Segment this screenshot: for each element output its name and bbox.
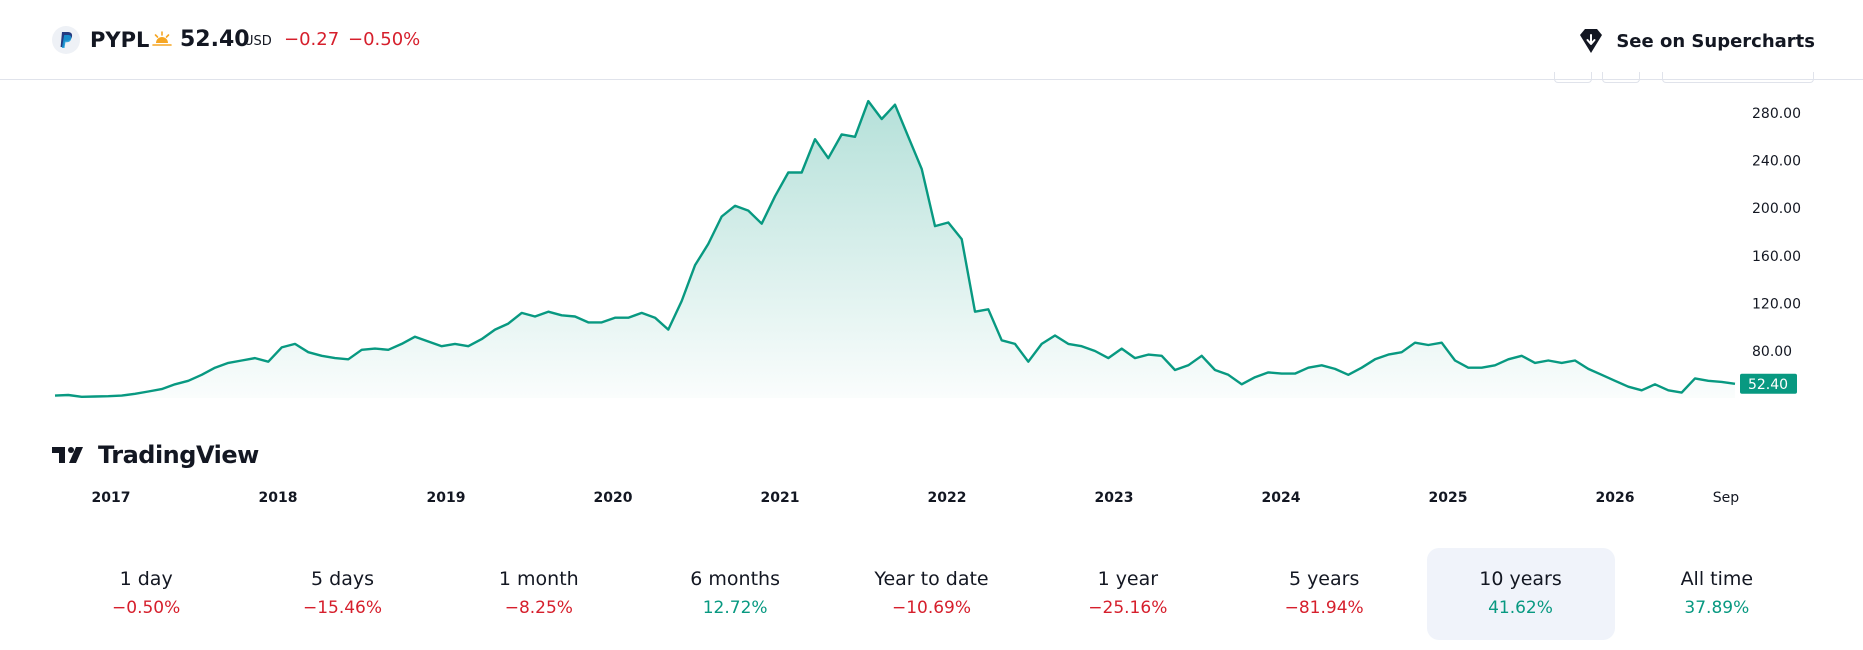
period-change-value: −0.50% [112, 598, 181, 618]
chart-toolbar-button[interactable] [1662, 72, 1814, 83]
period-change-value: 12.72% [702, 598, 768, 618]
y-tick-label: 240.00 [1752, 154, 1801, 170]
period-label: 5 days [311, 568, 374, 590]
performance-periods: 1 day −0.50% 5 days −15.46% 1 month −8.25% 6 m… [48, 548, 1815, 640]
period-button-5-years[interactable]: 5 years −81.94% [1230, 548, 1418, 640]
x-tick-label: Sep [1713, 490, 1740, 506]
sun-icon [152, 31, 172, 46]
period-label: 5 years [1288, 568, 1360, 590]
last-price: 52.40 [180, 27, 250, 52]
y-tick-label: 280.00 [1752, 106, 1801, 122]
period-label: 1 year [1097, 568, 1159, 590]
y-axis: 280.00 240.00 200.00 160.00 120.00 80.00 [1752, 106, 1801, 360]
period-label: Year to date [874, 568, 989, 590]
x-tick-label: 2026 [1596, 490, 1635, 506]
period-label: 1 day [119, 568, 173, 590]
price-change-percent: −0.50% [348, 29, 421, 50]
brand-name: TradingView [98, 441, 259, 469]
x-tick-label: 2019 [427, 490, 466, 506]
period-change-value: −10.69% [891, 598, 972, 618]
last-price-marker: 52.40 [1740, 373, 1797, 394]
see-on-supercharts-button[interactable]: See on Supercharts [1576, 26, 1815, 56]
period-button-1-year[interactable]: 1 year −25.16% [1034, 548, 1222, 640]
y-tick-label: 80.00 [1752, 344, 1792, 360]
price-chart[interactable]: 280.00 240.00 200.00 160.00 120.00 80.00 2017… [0, 80, 1863, 520]
period-label: 6 months [690, 568, 780, 590]
x-tick-label: 2021 [761, 490, 800, 506]
period-button-all-time[interactable]: All time 37.89% [1623, 548, 1811, 640]
last-price-label-box [1740, 373, 1797, 394]
period-button-1-month[interactable]: 1 month −8.25% [445, 548, 633, 640]
period-button-5-days[interactable]: 5 days −15.46% [249, 548, 437, 640]
price-area [55, 101, 1735, 398]
y-tick-label: 120.00 [1752, 296, 1801, 312]
supercharts-icon [1580, 29, 1603, 53]
tradingview-logo[interactable]: TradingView [52, 440, 259, 470]
chart-toolbar-button[interactable] [1554, 72, 1592, 83]
period-label: 10 years [1479, 568, 1562, 590]
period-change-value: 37.89% [1684, 598, 1750, 618]
period-label: 1 month [498, 568, 579, 590]
y-tick-label: 160.00 [1752, 249, 1801, 265]
x-tick-label: 2018 [259, 490, 298, 506]
period-button-1-day[interactable]: 1 day −0.50% [52, 548, 240, 640]
x-tick-label: 2022 [928, 490, 967, 506]
period-button-10-years[interactable]: 10 years 41.62% [1426, 548, 1615, 640]
period-button-6-months[interactable]: 6 months 12.72% [641, 548, 829, 640]
x-tick-label: 2020 [594, 490, 633, 506]
x-tick-label: 2023 [1095, 490, 1134, 506]
tradingview-logo-icon [52, 447, 83, 463]
x-axis: 2017 2018 2019 2020 2021 2022 2023 2024 2025 2026… [92, 490, 1740, 506]
period-change-value: −81.94% [1284, 598, 1364, 618]
symbol-header: PYPL 52.40 USD −0.27 −0.50% See on Super… [0, 0, 1863, 80]
ticker-symbol[interactable]: PYPL [90, 28, 150, 52]
last-price-label: 52.40 [1748, 377, 1788, 393]
period-change-value: 41.62% [1488, 598, 1553, 618]
x-tick-label: 2017 [92, 490, 131, 506]
paypal-logo-icon [52, 26, 80, 54]
period-change-value: −25.16% [1088, 598, 1168, 618]
period-change-value: −8.25% [504, 598, 573, 618]
x-tick-label: 2025 [1429, 490, 1468, 506]
price-line [54, 99, 1736, 398]
y-tick-label: 200.00 [1752, 201, 1801, 217]
period-change-value: −15.46% [302, 598, 383, 618]
price-change: −0.27 [284, 29, 340, 50]
period-button-year-to-date[interactable]: Year to date −10.69% [838, 548, 1026, 640]
period-label: All time [1680, 568, 1754, 590]
chart-toolbar-button[interactable] [1602, 72, 1640, 83]
supercharts-label: See on Supercharts [1616, 30, 1815, 52]
x-tick-label: 2024 [1262, 490, 1301, 506]
currency-code: USD [244, 34, 272, 49]
